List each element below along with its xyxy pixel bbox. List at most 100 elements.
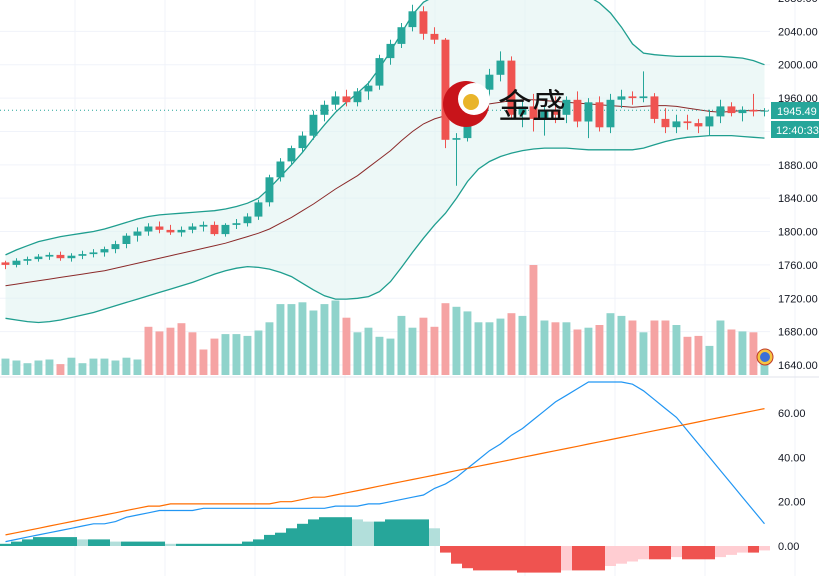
- candle-body[interactable]: [12, 260, 21, 265]
- candle-body[interactable]: [650, 96, 659, 119]
- candle-body[interactable]: [573, 99, 582, 122]
- volume-bar: [595, 325, 604, 375]
- candle-body[interactable]: [738, 109, 747, 114]
- candle-body[interactable]: [661, 118, 670, 128]
- candle-body[interactable]: [287, 148, 296, 162]
- candle-body[interactable]: [496, 60, 505, 75]
- candle-body[interactable]: [298, 135, 307, 149]
- candle-body[interactable]: [56, 254, 65, 259]
- candlesticks[interactable]: [1, 4, 769, 270]
- macd-histogram-bar: [220, 543, 231, 546]
- candle-body[interactable]: [78, 254, 87, 256]
- macd-histogram-bar: [110, 541, 121, 546]
- candle-body[interactable]: [584, 102, 593, 122]
- candle-body[interactable]: [672, 121, 681, 128]
- volume-bar: [265, 322, 274, 375]
- macd-histogram-bar: [484, 546, 495, 571]
- candle-body[interactable]: [485, 74, 494, 90]
- flag-icon[interactable]: [756, 348, 774, 366]
- candle-body[interactable]: [353, 91, 362, 103]
- candle-body[interactable]: [331, 96, 340, 105]
- candle-body[interactable]: [199, 224, 208, 227]
- macd-histogram-bar: [726, 546, 737, 555]
- candle-body[interactable]: [760, 110, 769, 112]
- candle-body[interactable]: [408, 11, 417, 28]
- candle-body[interactable]: [749, 109, 758, 112]
- candle-body[interactable]: [639, 96, 648, 99]
- candle-body[interactable]: [67, 255, 76, 259]
- candle-body[interactable]: [375, 58, 384, 86]
- volume-bar: [23, 363, 32, 375]
- candle-body[interactable]: [441, 39, 450, 140]
- candle-body[interactable]: [628, 96, 637, 99]
- candle-body[interactable]: [155, 226, 164, 230]
- candle-body[interactable]: [606, 99, 615, 128]
- candle-body[interactable]: [430, 33, 439, 40]
- macd-histogram-bar: [506, 546, 517, 571]
- volume-bar: [298, 302, 307, 375]
- candle-body[interactable]: [716, 106, 725, 117]
- candle-body[interactable]: [529, 106, 538, 119]
- candle-body[interactable]: [386, 43, 395, 59]
- macd-histogram-bar: [275, 532, 286, 546]
- volume-bar: [56, 364, 65, 375]
- candle-body[interactable]: [254, 202, 263, 217]
- candle-body[interactable]: [705, 116, 714, 127]
- volume-bar: [210, 338, 219, 375]
- candle-body[interactable]: [419, 11, 428, 34]
- candle-body[interactable]: [551, 110, 560, 115]
- candle-body[interactable]: [617, 96, 626, 100]
- volume-bar: [617, 315, 626, 375]
- candle-body[interactable]: [188, 226, 197, 230]
- candle-body[interactable]: [144, 226, 153, 232]
- candle-body[interactable]: [683, 121, 692, 124]
- macd-histogram-bar: [594, 546, 605, 571]
- candle-body[interactable]: [463, 116, 472, 139]
- candle-body[interactable]: [265, 177, 274, 203]
- candle-body[interactable]: [540, 110, 549, 119]
- candle-body[interactable]: [133, 231, 142, 236]
- candle-body[interactable]: [166, 229, 175, 233]
- volume-bar: [606, 313, 615, 375]
- candle-body[interactable]: [45, 254, 54, 257]
- volume-bar: [551, 322, 560, 375]
- candle-body[interactable]: [34, 256, 43, 260]
- candle-body[interactable]: [122, 235, 131, 244]
- volume-bar: [375, 336, 384, 375]
- macd-histogram-bar: [352, 519, 363, 546]
- candle-body[interactable]: [694, 123, 703, 127]
- volume-bar: [716, 320, 725, 375]
- candle-body[interactable]: [397, 27, 406, 44]
- candle-body[interactable]: [320, 104, 329, 115]
- volume-bar: [727, 329, 736, 375]
- candle-body[interactable]: [221, 224, 230, 235]
- candle-body[interactable]: [232, 223, 241, 225]
- candle-body[interactable]: [23, 259, 32, 261]
- candle-body[interactable]: [210, 224, 219, 235]
- macd-histogram-bar: [154, 541, 165, 546]
- candle-body[interactable]: [276, 161, 285, 178]
- candle-body[interactable]: [177, 229, 186, 233]
- macd-histogram-bar: [22, 539, 33, 546]
- candle-body[interactable]: [507, 60, 516, 115]
- macd-histogram-bar: [165, 543, 176, 546]
- candle-body[interactable]: [364, 85, 373, 92]
- candle-body[interactable]: [452, 138, 461, 140]
- candle-body[interactable]: [727, 106, 736, 114]
- candle-body[interactable]: [595, 102, 604, 128]
- candle-body[interactable]: [89, 252, 98, 255]
- macd-histogram-bar: [671, 546, 682, 558]
- candle-body[interactable]: [562, 99, 571, 115]
- candle-body[interactable]: [342, 96, 351, 103]
- candle-body[interactable]: [309, 114, 318, 136]
- candle-body[interactable]: [100, 249, 109, 253]
- candle-body[interactable]: [518, 106, 527, 115]
- candle-body[interactable]: [243, 216, 252, 224]
- volume-bar: [353, 332, 362, 375]
- candle-body[interactable]: [1, 262, 10, 265]
- volume-bar: [485, 322, 494, 375]
- volume-bar: [639, 332, 648, 375]
- candle-body[interactable]: [111, 244, 120, 250]
- macd-tick-label: 20.00: [778, 497, 806, 509]
- macd-histogram-bar: [660, 546, 671, 560]
